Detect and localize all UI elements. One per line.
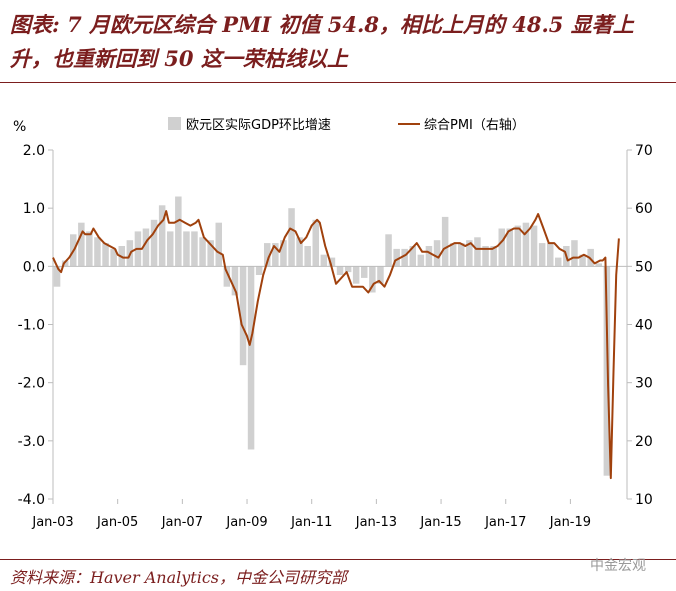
gdp-bar xyxy=(175,196,182,267)
gdp-bar xyxy=(555,257,562,267)
gdp-bar xyxy=(272,243,279,267)
gdp-bar xyxy=(150,219,158,267)
gdp-bar xyxy=(595,263,602,267)
gdp-bar xyxy=(142,228,150,267)
gdp-bar xyxy=(498,228,505,267)
gdp-bar xyxy=(223,266,231,287)
gdp-bar xyxy=(409,246,416,267)
gdp-bar xyxy=(280,240,287,267)
legend-bar-label: 欧元区实际GDP环比增速 xyxy=(186,118,331,133)
gdp-bar xyxy=(239,266,247,366)
gdp-bar xyxy=(296,237,303,267)
gdp-bar xyxy=(506,228,513,267)
gdp-bar xyxy=(183,231,190,267)
gdp-bar xyxy=(53,266,61,287)
gdp-bar xyxy=(158,205,166,267)
right-tick-label: 60 xyxy=(635,201,653,217)
gdp-bar xyxy=(110,248,117,267)
gdp-bar xyxy=(344,266,352,273)
gdp-bar xyxy=(247,266,255,450)
gdp-bar xyxy=(377,266,384,284)
right-tick-label: 20 xyxy=(635,434,653,450)
x-tick-label: Jan-09 xyxy=(225,515,267,530)
left-tick-label: -1.0 xyxy=(18,318,45,334)
left-axis-unit: % xyxy=(13,119,26,135)
gdp-bar xyxy=(167,231,174,267)
gdp-bar xyxy=(78,222,85,267)
gdp-bar xyxy=(425,246,433,267)
gdp-bar xyxy=(474,237,481,267)
left-tick-label: -4.0 xyxy=(18,492,45,508)
gdp-bar xyxy=(102,243,109,267)
gdp-bar xyxy=(288,208,295,267)
gdp-bar xyxy=(482,246,489,267)
gdp-bar xyxy=(530,225,538,267)
watermark: 中金宏观 xyxy=(590,558,646,574)
gdp-bar xyxy=(571,240,578,267)
legend-line-label: 综合PMI（右轴） xyxy=(424,118,525,133)
left-tick-label: 2.0 xyxy=(23,143,45,159)
gdp-bar xyxy=(264,243,271,267)
gdp-bar xyxy=(579,254,586,267)
gdp-bar xyxy=(417,254,425,267)
x-tick-label: Jan-07 xyxy=(161,515,203,530)
gdp-bar xyxy=(312,219,319,267)
gdp-bar xyxy=(490,246,497,267)
chart-title: 图表: 7 月欧元区综合 PMI 初值 54.8，相比上月的 48.5 显著上升… xyxy=(10,12,634,71)
gdp-bar xyxy=(433,240,441,267)
source-note: 资料来源：Haver Analytics，中金公司研究部 xyxy=(10,568,348,587)
x-tick-label: Jan-13 xyxy=(355,515,397,530)
gdp-bar xyxy=(449,243,457,267)
gdp-bar xyxy=(538,243,546,267)
gdp-bar xyxy=(441,216,449,267)
x-tick-label: Jan-05 xyxy=(96,515,138,530)
gdp-bar xyxy=(191,231,198,267)
gdp-bar xyxy=(522,222,530,267)
plot-area: 2.0 1.0 0.0 -1.0 -2.0 -3.0 -4.0 70 60 50 40 30 20 10 J… xyxy=(13,117,653,530)
x-tick-label: Jan-17 xyxy=(484,515,526,530)
gdp-bar xyxy=(393,248,400,267)
pmi-line xyxy=(52,210,620,480)
chart: 2.0 1.0 0.0 -1.0 -2.0 -3.0 -4.0 70 60 50 40 30 20 10 J… xyxy=(13,117,653,530)
left-tick-label: 1.0 xyxy=(23,201,45,217)
source-rule xyxy=(0,559,676,560)
right-tick-label: 30 xyxy=(635,376,653,392)
legend-bar-swatch xyxy=(168,117,181,130)
gdp-bar xyxy=(207,240,214,267)
gdp-bar xyxy=(385,234,392,267)
gdp-bar xyxy=(94,237,101,267)
left-tick-label: -3.0 xyxy=(18,434,45,450)
x-tick-label: Jan-19 xyxy=(549,515,591,530)
x-tick-label: Jan-11 xyxy=(290,515,332,530)
gdp-bar xyxy=(231,266,239,296)
gdp-bar xyxy=(361,266,368,278)
gdp-bar xyxy=(352,266,360,284)
left-tick-label: -2.0 xyxy=(18,376,45,392)
gdp-bar xyxy=(320,254,328,267)
right-tick-label: 40 xyxy=(635,318,653,334)
gdp-bar xyxy=(336,266,344,275)
gdp-bar xyxy=(328,257,336,267)
right-tick-label: 50 xyxy=(635,259,653,275)
gdp-bar xyxy=(199,237,206,267)
left-tick-label: 0.0 xyxy=(23,259,45,275)
gdp-bar xyxy=(547,243,554,267)
gdp-bar xyxy=(215,222,222,267)
gdp-bar xyxy=(514,225,522,267)
x-tick-label: Jan-15 xyxy=(419,515,461,530)
gdp-bar xyxy=(304,246,311,267)
gdp-bar xyxy=(255,266,263,275)
x-tick-label: Jan-03 xyxy=(31,515,73,530)
gdp-bar xyxy=(86,231,93,267)
title-rule xyxy=(0,82,676,83)
gdp-bar xyxy=(401,248,408,267)
gdp-bar xyxy=(369,266,376,293)
right-tick-label: 10 xyxy=(635,492,653,508)
gdp-bar xyxy=(466,240,473,267)
right-tick-label: 70 xyxy=(635,143,653,159)
gdp-bar xyxy=(458,243,465,267)
